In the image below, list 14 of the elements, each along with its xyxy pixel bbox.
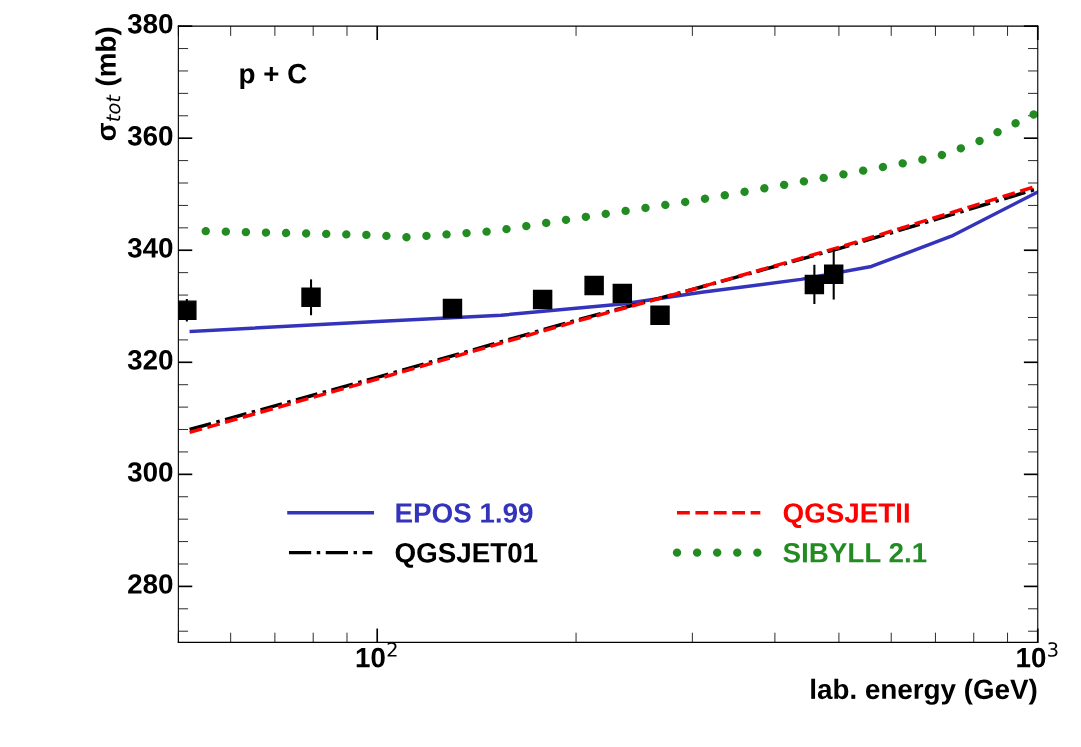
- legend-label: QGSJET01: [395, 542, 538, 568]
- y-tick-label: 280: [128, 574, 173, 594]
- y-tick-label: 320: [127, 350, 173, 370]
- y-tick-label: 300: [127, 462, 173, 482]
- x-tick-label: 10$^{3}$: [1017, 642, 1058, 668]
- y-tick-label: 340: [127, 238, 173, 258]
- y-axis-title: σ$_{tot}$ (mb): [95, 27, 122, 141]
- legend-label: QGSJETII: [783, 503, 909, 529]
- annotation: p + C: [240, 63, 307, 90]
- x-axis-title: lab. energy (GeV): [811, 678, 1037, 705]
- legend-label: EPOS 1.99: [396, 503, 533, 523]
- y-tick-label: 360: [127, 125, 173, 146]
- legend-label: SIBYLL 2.1: [783, 542, 927, 563]
- y-tick-label: 380: [127, 13, 173, 34]
